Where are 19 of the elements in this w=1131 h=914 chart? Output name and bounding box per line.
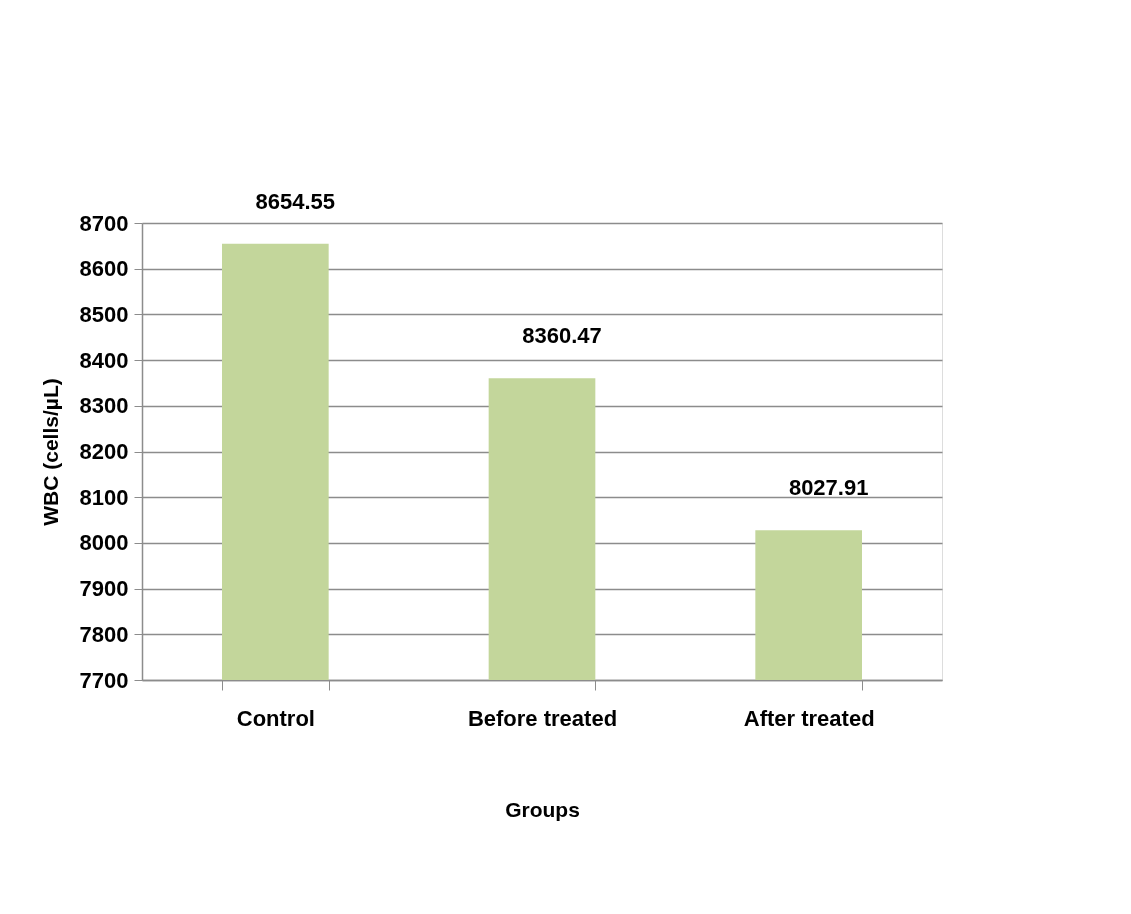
y-tick-label: 7800 [79,621,129,647]
y-tick-label: 8300 [79,393,129,419]
data-label: 8654.55 [255,188,336,214]
y-axis-title: WBC (cells/µL) [38,378,62,526]
y-tick-label: 8500 [79,301,129,327]
y-tick-label: 7700 [79,667,129,693]
y-tick-label: 8700 [79,210,129,236]
y-tick-label: 8100 [79,484,129,510]
y-tick-label: 7900 [79,576,129,602]
y-tick-label: 8200 [79,439,129,464]
y-tick-label: 8400 [79,347,129,373]
x-axis-title: Groups [505,797,580,821]
data-label: 8027.91 [788,475,869,501]
x-tick-label: Before treated [467,705,618,731]
data-label: 8360.47 [522,323,602,349]
x-tick-label: After treated [743,705,875,731]
x-tick-label: Control [236,705,315,731]
y-tick-label: 8600 [79,256,129,282]
y-tick-label: 8000 [79,530,129,556]
